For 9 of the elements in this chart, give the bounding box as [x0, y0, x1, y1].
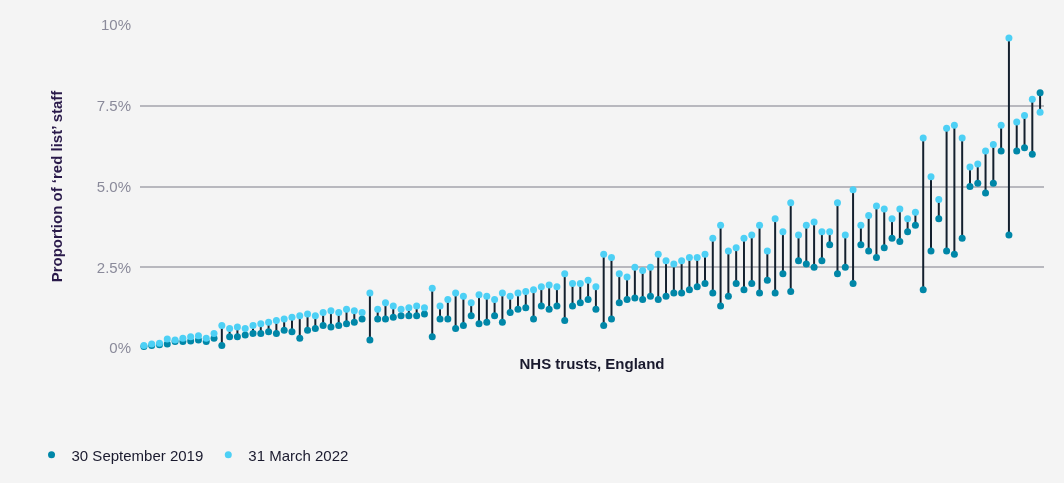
x-axis-title: NHS trusts, England [519, 355, 665, 372]
y-tick-label: 2.5% [96, 258, 131, 276]
y-tick-label: 5.0% [96, 177, 131, 195]
y-axis-title: Proportion of ‘red list’ staff [48, 89, 66, 283]
y-tick-label: 0% [109, 339, 131, 357]
y-tick-label: 7.5% [96, 97, 131, 114]
legend-label: 30 September 2019 [71, 446, 204, 464]
y-tick-label: 10% [100, 16, 131, 34]
legend-label: 31 March 2022 [248, 446, 349, 464]
